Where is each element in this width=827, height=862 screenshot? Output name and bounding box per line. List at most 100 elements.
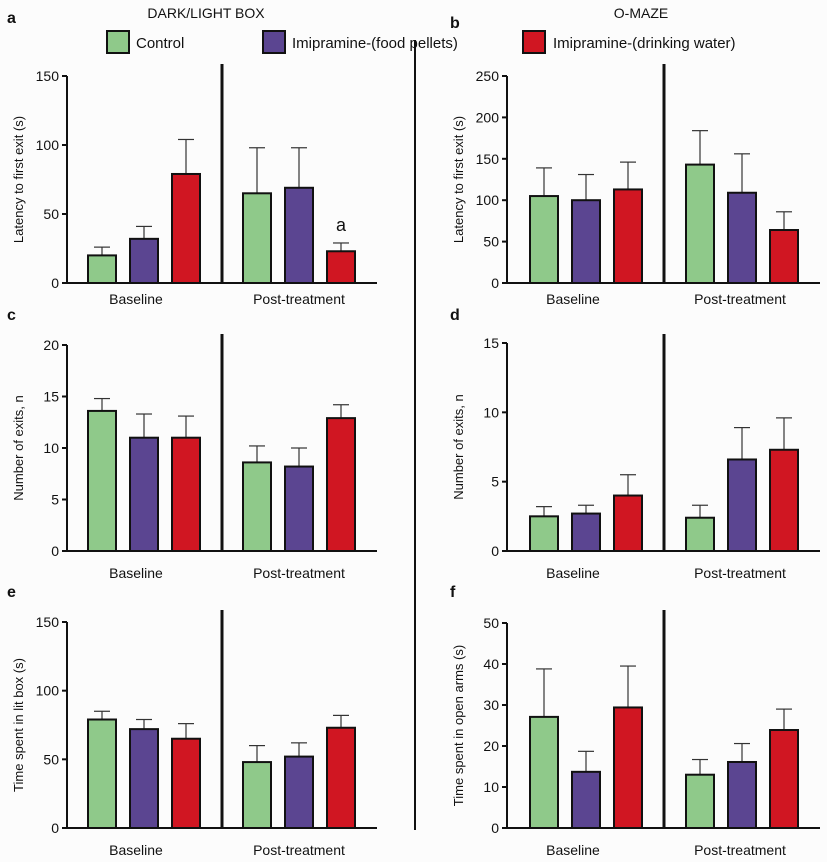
x-category-label: Post-treatment xyxy=(694,842,786,858)
y-tick-label: 50 xyxy=(483,234,499,250)
y-tick-label: 20 xyxy=(43,337,59,353)
y-axis-label: Latency to first exit (s) xyxy=(451,116,466,243)
y-tick-label: 20 xyxy=(483,738,499,754)
bar-imipramine-food-pellets--1 xyxy=(284,186,314,284)
legend-swatch-imipramine-water xyxy=(522,30,546,54)
bar-control-0 xyxy=(87,409,117,553)
title-dark-light-box: DARK/LIGHT BOX xyxy=(147,5,265,21)
x-category-label: Post-treatment xyxy=(253,842,345,858)
legend-swatch-control xyxy=(106,30,130,54)
bar-control-1 xyxy=(242,461,272,553)
bar-imipramine-food-pellets--0 xyxy=(571,512,601,552)
y-tick-label: 50 xyxy=(43,206,59,222)
bar-imipramine-food-pellets--1 xyxy=(284,465,314,553)
legend-label-imipramine-water: Imipramine-(drinking water) xyxy=(553,35,736,52)
y-tick-label: 250 xyxy=(476,68,500,84)
bar-imipramine-food-pellets--1 xyxy=(727,191,757,284)
bar-imipramine-drinking-water--0 xyxy=(613,494,643,552)
x-category-label: Baseline xyxy=(546,842,600,858)
panel-letter-b: b xyxy=(450,15,460,32)
bar-imipramine-food-pellets--1 xyxy=(284,755,314,829)
panel-f: Time spent in open arms (s) 0 10 20 30 40 50 Ba… xyxy=(451,610,820,858)
y-tick-label: 200 xyxy=(476,109,500,125)
y-axis-label: Number of exits, n xyxy=(451,394,466,500)
bar-control-1 xyxy=(685,773,715,830)
y-tick-label: 50 xyxy=(43,751,59,767)
bar-control-0 xyxy=(529,715,559,830)
bar-imipramine-drinking-water--0 xyxy=(171,172,201,284)
y-tick-label: 0 xyxy=(491,275,499,291)
y-axis-label: Time spent in open arms (s) xyxy=(451,645,466,806)
y-tick-label: 10 xyxy=(483,404,499,420)
bar-control-1 xyxy=(242,761,272,830)
x-category-label: Baseline xyxy=(109,291,163,307)
x-category-label: Post-treatment xyxy=(694,565,786,581)
title-o-maze: O-MAZE xyxy=(614,5,668,21)
y-tick-label: 0 xyxy=(491,820,499,836)
y-axis-label: Latency to first exit (s) xyxy=(11,116,26,243)
bar-imipramine-food-pellets--0 xyxy=(129,237,159,284)
bar-imipramine-drinking-water--0 xyxy=(613,706,643,830)
legend-label-imipramine-food: Imipramine-(food pellets) xyxy=(292,35,458,52)
bar-control-1 xyxy=(685,516,715,552)
y-axis-label: Number of exits, n xyxy=(11,395,26,501)
bar-control-0 xyxy=(87,254,117,284)
y-tick-label: 0 xyxy=(51,275,59,291)
y-tick-label: 5 xyxy=(51,492,59,508)
legend: Control Imipramine-(food pellets) Imipra… xyxy=(106,30,736,54)
bar-imipramine-food-pellets--0 xyxy=(129,436,159,553)
y-tick-label: 150 xyxy=(476,151,500,167)
x-category-label: Baseline xyxy=(109,565,163,581)
bar-imipramine-food-pellets--0 xyxy=(129,728,159,829)
panel-letter-d: d xyxy=(450,307,460,324)
y-tick-label: 10 xyxy=(483,779,499,795)
x-category-label: Post-treatment xyxy=(694,291,786,307)
bar-imipramine-drinking-water--0 xyxy=(613,188,643,285)
y-tick-label: 15 xyxy=(483,335,499,351)
x-category-label: Baseline xyxy=(546,291,600,307)
x-category-label: Baseline xyxy=(109,842,163,858)
bar-imipramine-drinking-water--1 xyxy=(326,726,356,829)
bar-imipramine-drinking-water--1 xyxy=(769,729,799,830)
y-tick-label: 100 xyxy=(476,192,500,208)
bar-imipramine-food-pellets--1 xyxy=(727,760,757,829)
panel-letter-f: f xyxy=(450,584,456,601)
bar-control-0 xyxy=(529,195,559,284)
bar-control-1 xyxy=(242,192,272,284)
panel-d: Number of exits, n 0 5 10 15 Baseline Post-tre… xyxy=(451,334,820,581)
y-tick-label: 0 xyxy=(51,820,59,836)
bar-control-1 xyxy=(685,163,715,284)
legend-label-control: Control xyxy=(136,35,184,52)
y-tick-label: 40 xyxy=(483,656,499,672)
x-category-label: Baseline xyxy=(546,565,600,581)
bar-imipramine-drinking-water--1 xyxy=(769,448,799,553)
bar-control-0 xyxy=(529,515,559,552)
bar-imipramine-food-pellets--0 xyxy=(571,770,601,830)
bar-control-0 xyxy=(87,718,117,829)
panel-a: Latency to first exit (s) 0 50 100 150 Baseli… xyxy=(11,64,377,307)
bar-imipramine-food-pellets--1 xyxy=(727,458,757,553)
y-tick-label: 150 xyxy=(36,614,60,630)
y-tick-label: 150 xyxy=(36,68,60,84)
bar-imipramine-drinking-water--1 xyxy=(326,250,356,284)
panel-letter-e: e xyxy=(7,584,16,601)
bar-imipramine-drinking-water--1 xyxy=(326,417,356,552)
bar-imipramine-drinking-water--0 xyxy=(171,737,201,830)
y-tick-label: 100 xyxy=(36,137,60,153)
panel-b: Latency to first exit (s) 0 50 100 150 200 250… xyxy=(451,64,820,307)
significance-annotation: a xyxy=(336,215,347,235)
y-tick-label: 10 xyxy=(43,440,59,456)
bar-imipramine-drinking-water--1 xyxy=(769,229,799,284)
y-tick-label: 5 xyxy=(491,474,499,490)
bar-imipramine-drinking-water--0 xyxy=(171,436,201,553)
panel-letter-a: a xyxy=(7,10,16,27)
y-tick-label: 0 xyxy=(51,543,59,559)
legend-swatch-imipramine-food xyxy=(262,30,286,54)
y-tick-label: 100 xyxy=(36,683,60,699)
x-category-label: Post-treatment xyxy=(253,565,345,581)
y-tick-label: 15 xyxy=(43,389,59,405)
panel-letter-c: c xyxy=(7,307,16,324)
bar-imipramine-food-pellets--0 xyxy=(571,199,601,284)
x-category-label: Post-treatment xyxy=(253,291,345,307)
